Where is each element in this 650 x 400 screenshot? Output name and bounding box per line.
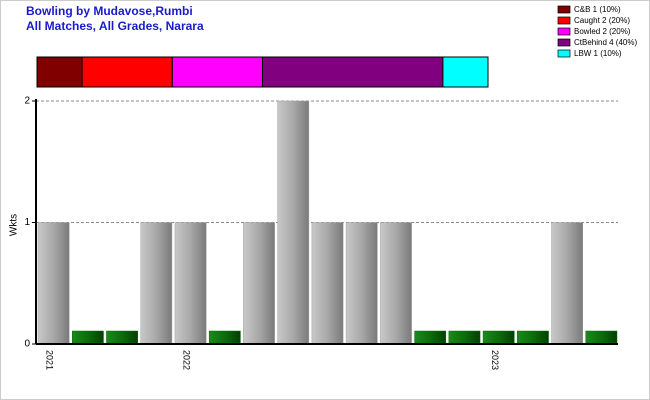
x-tick-label: 2023 (490, 350, 500, 370)
chart-title: Bowling by Mudavose,Rumbi (26, 4, 193, 18)
bar (482, 330, 515, 344)
y-tick-label: 2 (24, 96, 30, 107)
bar (71, 330, 104, 344)
bar (551, 222, 584, 345)
legend-label: CtBehind 4 (40%) (574, 38, 637, 47)
chart-subtitle: All Matches, All Grades, Narara (26, 19, 204, 33)
x-tick-label: 2022 (182, 350, 192, 370)
bar (448, 330, 481, 344)
legend-swatch (557, 27, 571, 36)
bar (208, 330, 241, 344)
bar (585, 330, 618, 344)
legend-label: Bowled 2 (20%) (574, 27, 631, 36)
legend-label: C&B 1 (10%) (574, 5, 621, 14)
bar (380, 222, 412, 345)
bar (277, 100, 310, 345)
bar (37, 222, 70, 345)
legend-swatch (557, 38, 571, 47)
y-axis-label: Wkts (9, 214, 20, 236)
y-tick-label: 1 (24, 217, 30, 228)
legend-label: LBW 1 (10%) (574, 49, 622, 58)
proportion-segment (262, 56, 444, 88)
proportion-segment (81, 56, 173, 88)
bar (345, 222, 378, 345)
bar (243, 222, 275, 345)
proportion-segment (171, 56, 263, 88)
legend-label: Caught 2 (20%) (574, 16, 630, 25)
legend-swatch (557, 49, 571, 58)
bar (174, 222, 207, 345)
legend-swatch (557, 16, 571, 25)
legend-swatch (557, 5, 571, 14)
x-tick-label: 2021 (45, 350, 55, 370)
bar (311, 222, 344, 345)
proportion-segment (36, 56, 83, 88)
bar (517, 330, 549, 344)
bar (414, 330, 447, 344)
y-tick-label: 0 (24, 339, 30, 350)
bar (106, 330, 138, 344)
bar (140, 222, 173, 345)
proportion-segment (442, 56, 489, 88)
